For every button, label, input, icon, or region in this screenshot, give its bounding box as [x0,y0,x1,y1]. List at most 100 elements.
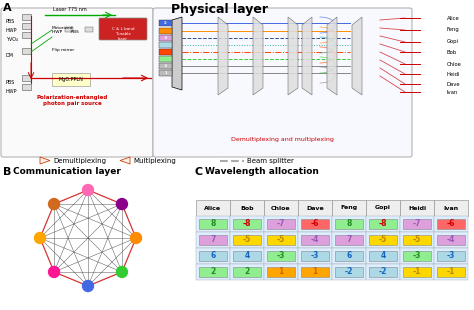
Text: Wavelength allocation: Wavelength allocation [205,167,319,176]
Text: -6: -6 [311,219,319,228]
Bar [434,232,468,248]
FancyBboxPatch shape [1,8,153,157]
Bar [196,216,230,232]
Bar [233,251,261,261]
Text: Dave: Dave [306,206,324,210]
Circle shape [35,232,46,243]
Text: -4: -4 [447,236,455,245]
Bar [267,267,295,277]
Bar [366,264,400,280]
Bar [159,70,172,76]
Bar [22,32,31,38]
Bar [403,267,431,277]
Text: 6: 6 [346,251,352,260]
Bar [264,200,298,216]
Text: C: C [195,167,203,177]
Bar [230,232,264,248]
Bar [298,216,332,232]
Bar [199,219,227,229]
Bar [159,35,172,41]
Text: Heidi: Heidi [447,72,461,77]
Bar [335,267,363,277]
Text: 1: 1 [164,71,167,75]
Text: -7: -7 [413,219,421,228]
Text: A: A [3,3,12,13]
Bar [22,75,31,81]
Bar [22,23,31,29]
FancyBboxPatch shape [153,8,412,157]
Circle shape [82,184,93,196]
Bar [332,264,366,280]
Text: -1: -1 [164,64,168,68]
Text: Alice: Alice [204,206,221,210]
Bar [332,232,366,248]
Text: HWP: HWP [6,89,18,94]
Text: 2: 2 [245,268,250,277]
Bar [434,216,468,232]
Bar [400,232,434,248]
Bar [403,251,431,261]
Text: Ivan: Ivan [447,90,458,95]
Bar [22,84,31,90]
Text: 4: 4 [245,251,250,260]
Bar [264,248,298,264]
Bar [332,200,366,216]
Bar [199,267,227,277]
Bar [196,200,230,216]
Bar [437,235,465,245]
Text: -4: -4 [311,236,319,245]
Text: -3: -3 [413,251,421,260]
Bar [230,248,264,264]
Text: DM: DM [6,53,14,58]
Bar [335,251,363,261]
Text: Chloe: Chloe [271,206,291,210]
Text: Laser 775 nm: Laser 775 nm [53,7,87,12]
Bar [65,27,73,32]
Text: 4: 4 [380,251,386,260]
Bar [403,219,431,229]
Bar [159,20,172,26]
Text: -5: -5 [413,236,421,245]
Bar [159,63,172,69]
Bar [437,267,465,277]
Text: Feng: Feng [340,206,357,210]
Text: -2: -2 [379,268,387,277]
Bar [369,267,397,277]
Polygon shape [218,17,228,95]
Text: -3: -3 [447,251,455,260]
Text: -8: -8 [379,219,387,228]
Polygon shape [352,17,362,95]
Bar [434,248,468,264]
Text: -3: -3 [277,251,285,260]
Text: Demultiplexing and multiplexing: Demultiplexing and multiplexing [230,137,333,142]
Text: YVO₄: YVO₄ [6,37,18,42]
Bar [298,248,332,264]
Text: Motorized: Motorized [52,26,73,30]
Bar [437,219,465,229]
Text: PBS: PBS [6,80,15,85]
Text: Beam splitter: Beam splitter [247,157,294,163]
Bar [400,264,434,280]
Text: -1: -1 [447,268,455,277]
Bar [434,264,468,280]
Bar [434,200,468,216]
Text: C & L band
Tunable
laser: C & L band Tunable laser [112,27,134,41]
Text: HWP: HWP [6,28,18,33]
Bar [301,235,329,245]
Text: Bob: Bob [447,50,457,55]
Text: -5: -5 [243,236,251,245]
Bar [230,200,264,216]
Text: -5: -5 [379,236,387,245]
Bar [196,232,230,248]
Text: 2: 2 [210,268,216,277]
Text: Flip mirror: Flip mirror [52,48,74,52]
Text: -2: -2 [164,36,168,40]
Bar [366,200,400,216]
Text: 8: 8 [210,219,216,228]
Text: HWP      PBS: HWP PBS [52,30,79,34]
FancyBboxPatch shape [99,18,147,40]
Text: Alice: Alice [447,16,460,20]
Text: 7: 7 [210,236,216,245]
Bar [335,219,363,229]
Text: -1: -1 [413,268,421,277]
